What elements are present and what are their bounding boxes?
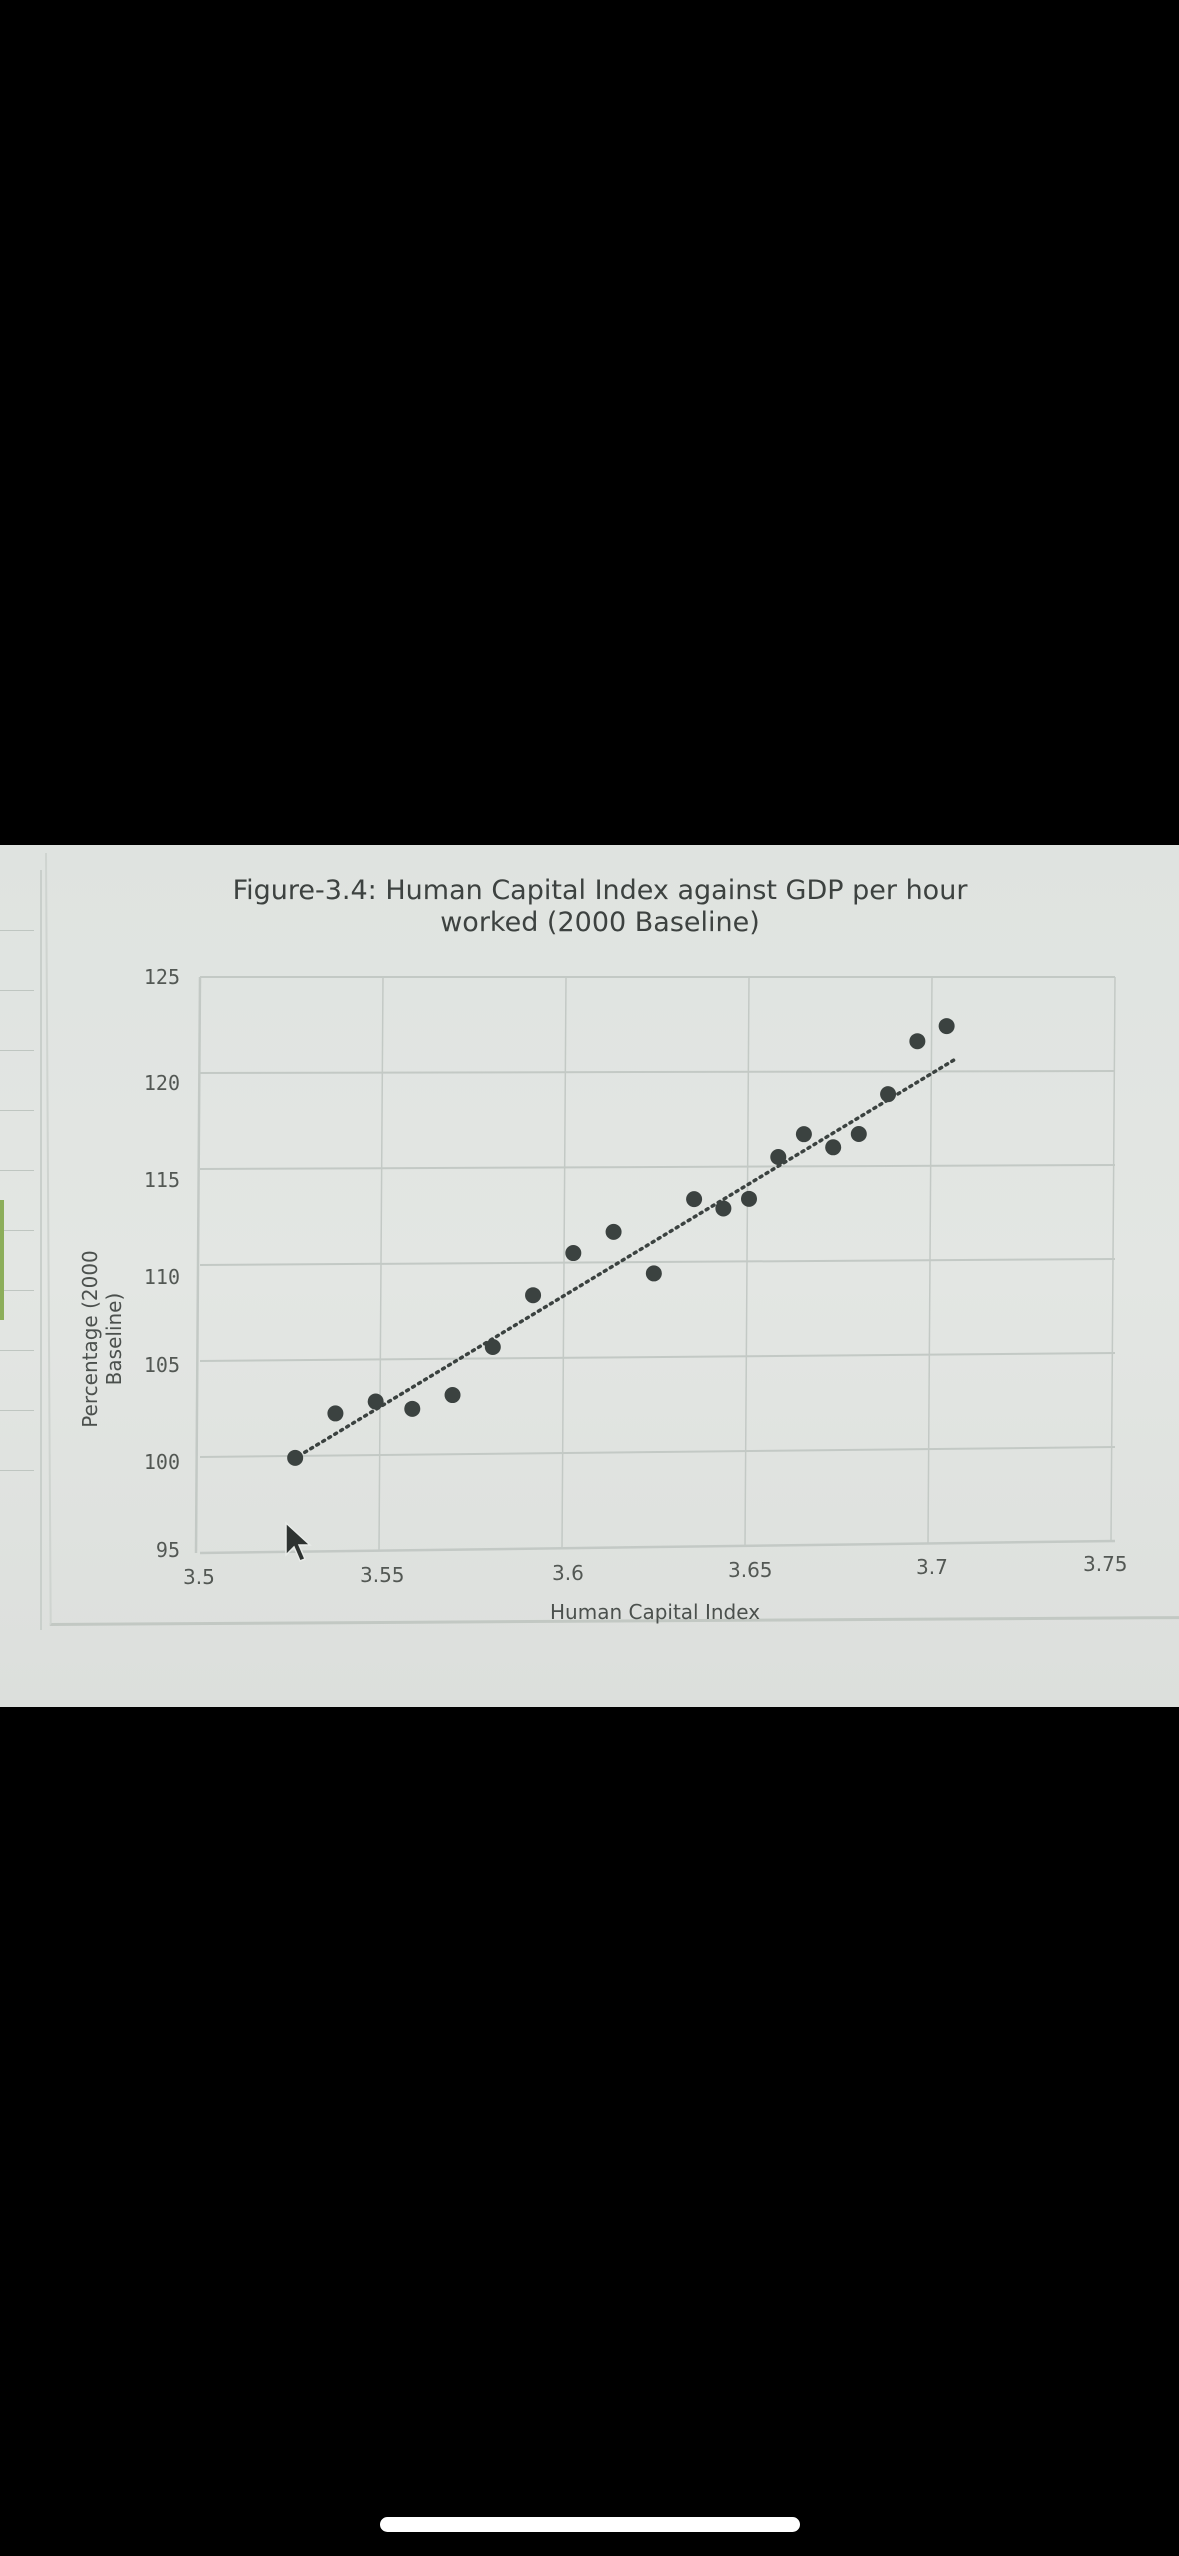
data-point — [565, 1245, 582, 1262]
data-point — [850, 1125, 867, 1142]
monitor-photo: Figure-3.4: Human Capital Index against … — [0, 845, 1179, 1707]
grid-lines — [194, 976, 1116, 1555]
data-point — [645, 1265, 662, 1282]
home-indicator[interactable] — [380, 2517, 800, 2532]
x-tick-3.65: 3.65 — [728, 1558, 773, 1582]
scatter-plot-area — [194, 976, 1116, 1555]
green-indicator — [0, 1200, 4, 1320]
x-tick-3.5: 3.5 — [183, 1565, 215, 1589]
x-tick-3.6: 3.6 — [552, 1561, 584, 1585]
data-points — [287, 1018, 955, 1466]
grid-line-horizontal — [199, 1446, 1116, 1458]
data-point — [404, 1400, 421, 1417]
data-point — [605, 1223, 622, 1240]
data-point — [367, 1393, 384, 1410]
data-point — [938, 1018, 955, 1035]
grid-line-horizontal — [199, 1539, 1116, 1555]
data-point — [795, 1126, 812, 1143]
y-tick-120: 120 — [143, 1071, 180, 1095]
y-tick-95: 95 — [155, 1538, 180, 1562]
y-tick-105: 105 — [143, 1353, 180, 1377]
x-axis-label: Human Capital Index — [550, 1600, 761, 1624]
data-point — [327, 1405, 344, 1422]
grid-line-vertical — [1110, 976, 1116, 1542]
grid-line-horizontal — [199, 1164, 1116, 1170]
data-point — [444, 1387, 461, 1404]
data-point — [825, 1139, 842, 1156]
data-point — [909, 1033, 926, 1050]
data-point — [287, 1449, 304, 1466]
grid-line-horizontal — [199, 1258, 1116, 1266]
trendline-dotted — [297, 1058, 956, 1458]
x-tick-3.7: 3.7 — [916, 1555, 948, 1579]
data-point — [686, 1191, 703, 1208]
mouse-cursor-icon — [285, 1521, 312, 1562]
data-point — [525, 1287, 542, 1304]
grid-line-vertical — [561, 976, 567, 1549]
data-point — [880, 1086, 897, 1103]
grid-line-vertical — [378, 976, 384, 1551]
chart-title: Figure-3.4: Human Capital Index against … — [150, 875, 1050, 939]
grid-line-horizontal — [199, 1352, 1116, 1362]
left-sidebar-fragment — [0, 870, 42, 1630]
data-point — [770, 1148, 787, 1165]
data-point — [715, 1200, 732, 1217]
x-tick-3.55: 3.55 — [360, 1563, 405, 1587]
chart-title-line-1: Figure-3.4: Human Capital Index against … — [232, 875, 968, 906]
y-tick-100: 100 — [143, 1450, 180, 1474]
chart-title-line-2: worked (2000 Baseline) — [440, 907, 760, 938]
y-tick-125: 125 — [143, 965, 180, 989]
x-tick-3.75: 3.75 — [1083, 1552, 1128, 1576]
data-point — [484, 1338, 501, 1355]
y-tick-110: 110 — [143, 1265, 180, 1289]
data-point — [741, 1190, 757, 1207]
y-tick-115: 115 — [143, 1168, 180, 1192]
grid-line-horizontal — [199, 1070, 1116, 1074]
grid-line-vertical — [927, 976, 933, 1544]
grid-line-vertical — [744, 976, 750, 1546]
grid-line-vertical — [194, 976, 202, 1554]
trendline — [297, 1058, 956, 1458]
